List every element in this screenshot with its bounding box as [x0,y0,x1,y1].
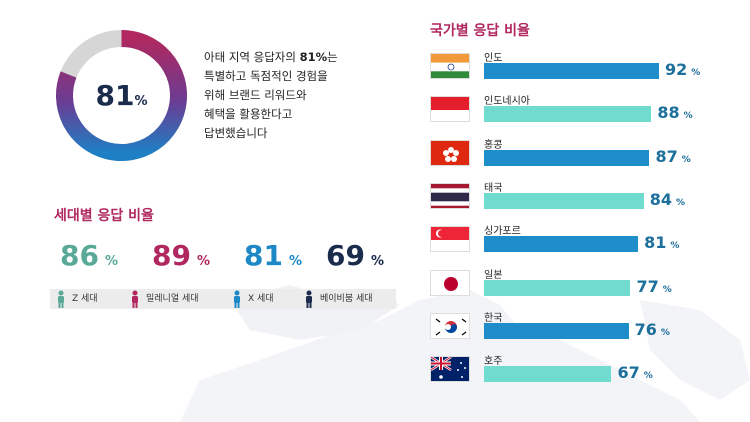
india-flag [430,53,470,79]
intro-line2: 특별하고 독점적인 경험을 [204,69,328,83]
country-bar [484,322,629,339]
country-label: 인도 [484,53,503,64]
country-value-label: 84% [649,189,686,209]
intro-line3: 위해 브랜드 리워드와 [204,88,307,102]
thailand-flag [430,182,470,209]
generation-section-title: 세대별 응답 비율 [54,208,154,224]
country-label: 한국 [484,312,503,324]
korea-flag [430,312,470,339]
donut-value-arc [56,30,187,161]
donut-center-label: 81% [54,82,189,116]
donut-value: 81 [95,79,135,112]
intro-line1-post: 는 [327,50,338,64]
japan-flag [430,269,470,296]
hong-kong-flag [430,139,470,166]
country-label: 싱가포르 [484,226,521,238]
country-value-label: 67% [617,363,653,383]
country-value-label: 76% [634,319,670,339]
country-value-label: 87% [655,146,691,166]
intro-line5: 답변했습니다 [204,126,268,140]
country-value-label: 81% [644,233,680,253]
country-value-label: 77% [636,276,672,296]
country-bar [484,279,631,296]
gen-boomer-value: 69% [326,239,384,272]
gen-millennial-label: 밀레니얼 세대 [130,289,199,309]
country-label: 인도네시아 [484,96,530,108]
country-label: 일본 [484,269,503,281]
country-bar [484,236,639,253]
country-chart-title: 국가별 응답 비율 [430,23,530,39]
country-label: 홍콩 [484,139,503,151]
intro-line4: 혜택을 활용한다고 [204,107,293,121]
country-bar [484,192,644,209]
australia-flag [430,356,470,383]
singapore-flag [430,226,470,253]
person-icon [306,290,312,308]
overall-donut-chart [56,30,187,161]
gen-x-label: X 세대 [232,289,274,309]
country-value-label: 92% [665,60,701,79]
country-value-label: 88% [657,103,693,123]
country-label: 호주 [484,356,503,368]
intro-text: 아태 지역 응답자의 81%는 특별하고 독점적인 경험을 위해 브랜드 리워드… [204,48,389,143]
country-bar [484,63,659,79]
person-icon [58,290,64,308]
gen-x-value: 81% [244,239,302,272]
person-icon [234,290,240,308]
country-bar [484,366,612,383]
gen-z-label: Z 세대 [56,289,98,309]
gen-z-value: 86% [60,239,118,272]
country-label: 태국 [484,182,503,194]
country-bar [484,106,652,123]
indonesia-flag [430,96,470,123]
gen-millennial-value: 89% [152,239,210,272]
intro-line1-pre: 아태 지역 응답자의 [204,50,300,64]
intro-line1-bold: 81% [299,50,328,64]
donut-unit: % [134,94,148,109]
person-icon [132,290,138,308]
country-bar [484,149,650,166]
gen-boomer-label: 베이비붐 세대 [304,289,373,309]
